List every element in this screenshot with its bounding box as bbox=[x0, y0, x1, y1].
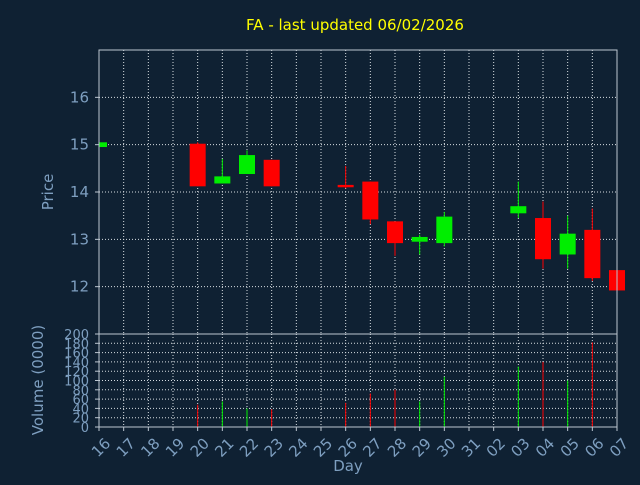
x-ticks: 1617181920212223242526272829303102030405… bbox=[88, 427, 632, 461]
x-tick-label: 23 bbox=[261, 435, 287, 461]
price-y-tick-label: 14 bbox=[70, 183, 89, 201]
x-tick-label: 18 bbox=[137, 435, 163, 461]
volume-y-tick-label: 80 bbox=[72, 384, 89, 399]
candle-body bbox=[559, 233, 576, 255]
x-tick-label: 22 bbox=[236, 435, 262, 461]
candle-body bbox=[263, 159, 280, 187]
volume-y-tick-label: 160 bbox=[64, 347, 89, 362]
x-tick-label: 30 bbox=[433, 435, 459, 461]
x-tick-label: 28 bbox=[384, 435, 410, 461]
candle-body bbox=[535, 218, 551, 260]
candle-body bbox=[99, 142, 107, 148]
x-tick-label: 04 bbox=[532, 435, 558, 461]
x-tick-label: 31 bbox=[458, 435, 484, 461]
x-tick-label: 29 bbox=[409, 435, 435, 461]
x-tick-label: 21 bbox=[211, 435, 237, 461]
volume-y-tick-label: 0 bbox=[81, 421, 89, 436]
price-axis-label: Price bbox=[39, 174, 57, 211]
x-tick-label: 03 bbox=[507, 435, 533, 461]
candle-body bbox=[189, 143, 206, 187]
volume-y-tick-label: 100 bbox=[64, 375, 89, 390]
volume-y-tick-label: 20 bbox=[72, 412, 89, 427]
candle-body bbox=[510, 206, 527, 214]
volume-panel-frame bbox=[98, 333, 618, 428]
x-tick-label: 06 bbox=[581, 435, 607, 461]
day-axis-label: Day bbox=[333, 457, 363, 475]
price-y-tick-label: 13 bbox=[70, 230, 89, 248]
x-tick-label: 19 bbox=[162, 435, 188, 461]
price-y-ticks: 12 13 14 15 16 bbox=[70, 88, 99, 296]
volume-bars bbox=[197, 342, 618, 427]
candle-body bbox=[387, 221, 403, 244]
volume-grid bbox=[99, 334, 617, 427]
price-grid bbox=[99, 50, 617, 334]
x-tick-label: 17 bbox=[113, 435, 139, 461]
price-y-tick-label: 16 bbox=[70, 88, 89, 106]
price-y-tick-label: 12 bbox=[70, 278, 89, 296]
volume-y-tick-label: 200 bbox=[64, 328, 89, 343]
candlesticks bbox=[98, 142, 625, 292]
chart-title: FA - last updated 06/02/2026 bbox=[246, 16, 464, 34]
x-tick-label: 05 bbox=[557, 435, 583, 461]
x-tick-label: 02 bbox=[483, 435, 509, 461]
candle-body bbox=[411, 236, 428, 242]
candle-body bbox=[436, 216, 453, 244]
volume-y-tick-label: 40 bbox=[72, 402, 89, 417]
volume-y-tick-label: 140 bbox=[64, 356, 89, 371]
volume-y-tick-label: 60 bbox=[72, 393, 89, 408]
x-tick-label: 20 bbox=[187, 435, 213, 461]
x-tick-label: 07 bbox=[606, 435, 632, 461]
x-tick-label: 24 bbox=[285, 435, 311, 461]
x-tick-label: 16 bbox=[88, 435, 114, 461]
volume-y-tick-label: 120 bbox=[64, 365, 89, 380]
price-y-tick-label: 15 bbox=[70, 136, 89, 154]
x-tick-label: 27 bbox=[359, 435, 385, 461]
volume-axis-label: Volume (0000) bbox=[29, 325, 47, 435]
candle-body bbox=[337, 184, 354, 188]
volume-y-tick-label: 180 bbox=[64, 337, 89, 352]
candle-body bbox=[584, 229, 601, 279]
candle-body bbox=[214, 176, 231, 184]
candle-body bbox=[239, 155, 255, 175]
candle-body bbox=[362, 181, 379, 220]
